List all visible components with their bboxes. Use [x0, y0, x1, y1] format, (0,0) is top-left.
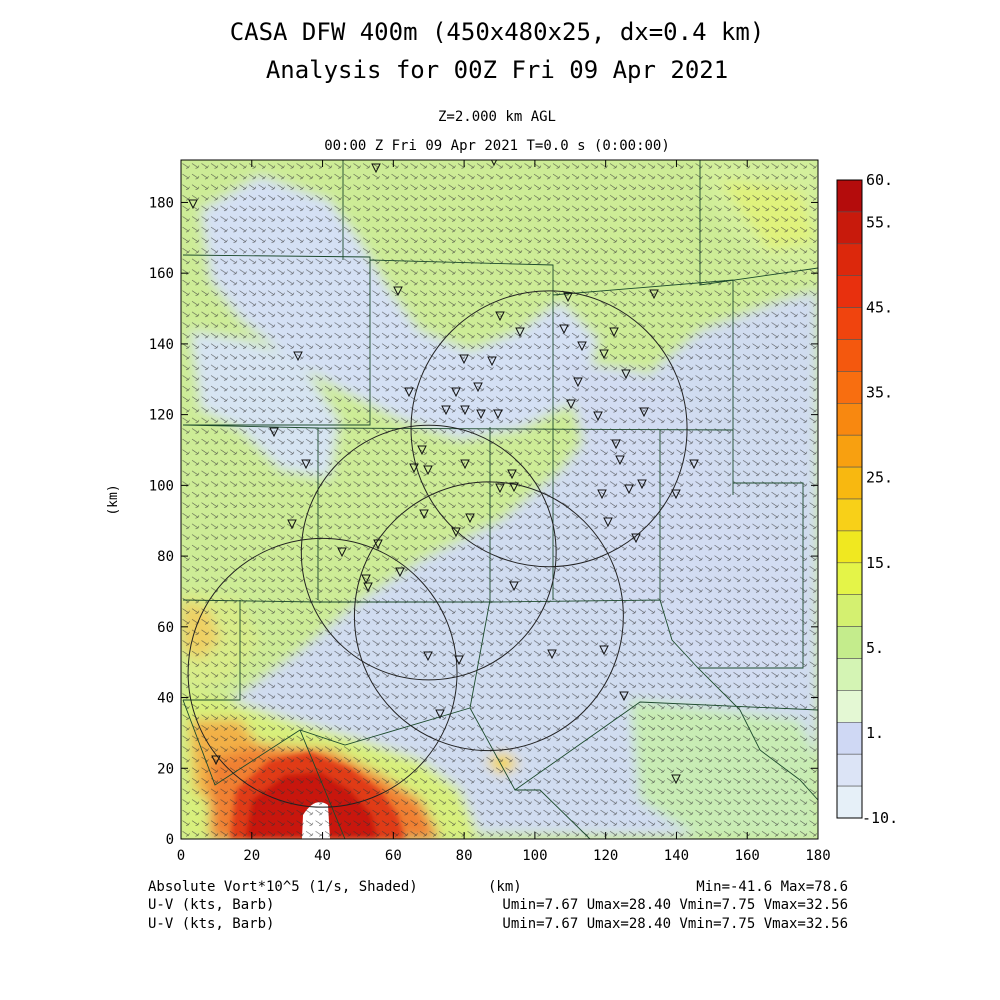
colorbar-label: 1. — [866, 724, 884, 742]
radar-sites — [188, 160, 699, 785]
colorbar-swatch — [836, 466, 863, 500]
x-axis: 0 20 40 60 80 100 120 140 160 180 — [177, 160, 831, 864]
colorbar-swatch — [836, 275, 863, 308]
footer-barb-label-2: U-V (kts, Barb) — [148, 916, 274, 932]
y-tick-label: 100 — [149, 478, 174, 494]
x-tick-label: 80 — [456, 848, 473, 864]
footer-x-unit: (km) — [488, 879, 522, 895]
y-axis-label: (km) — [106, 484, 121, 515]
colorbar-swatch — [836, 211, 863, 245]
y-tick-label: 0 — [166, 832, 174, 848]
y-tick-label: 120 — [149, 408, 174, 424]
vorticity-shading — [181, 160, 818, 839]
colorbar-label: 45. — [866, 299, 893, 317]
y-tick-label: 40 — [157, 691, 174, 707]
radar-rings — [187, 290, 688, 808]
colorbar-swatch — [836, 243, 863, 277]
colorbar-swatch — [836, 434, 863, 468]
radar-ring — [300, 424, 557, 681]
colorbar-swatch — [836, 371, 863, 404]
colorbar-label: 25. — [866, 469, 893, 487]
colorbar-frame — [836, 179, 863, 819]
x-tick-label: 60 — [385, 848, 402, 864]
y-tick-label: 20 — [157, 761, 174, 777]
footer-barb-stats-2: Umin=7.67 Umax=28.40 Vmin=7.75 Vmax=32.5… — [502, 916, 848, 932]
x-tick-label: 100 — [522, 848, 547, 864]
colorbar-swatch — [836, 626, 863, 659]
x-tick-label: 40 — [314, 848, 331, 864]
colorbar-label: 55. — [866, 214, 893, 232]
radar-ring — [410, 290, 688, 568]
colorbar-label: 15. — [866, 554, 893, 572]
y-tick-label: 140 — [149, 337, 174, 353]
colorbar-label: -10. — [862, 809, 898, 827]
colorbar-swatch — [836, 594, 863, 627]
colorbar-swatch — [836, 753, 863, 787]
colorbar-label: 60. — [866, 171, 893, 189]
radar-ring — [187, 537, 458, 808]
y-tick-label: 180 — [149, 195, 174, 211]
chart-title-line2: Analysis for 00Z Fri 09 Apr 2021 — [266, 56, 728, 84]
colorbar-label: 5. — [866, 639, 884, 657]
footer-minmax: Min=-41.6 Max=78.6 — [696, 879, 848, 895]
x-tick-label: 0 — [177, 848, 185, 864]
colorbar-swatch — [836, 179, 863, 213]
footer-barb-stats-1: Umin=7.67 Umax=28.40 Vmin=7.75 Vmax=32.5… — [502, 897, 848, 913]
colorbar-swatch — [836, 402, 863, 436]
valid-time-label: 00:00 Z Fri 09 Apr 2021 T=0.0 s (0:00:00… — [324, 138, 670, 154]
colorbar-swatch — [836, 498, 863, 532]
plot-frame — [180, 159, 819, 840]
wind-barbs — [181, 160, 818, 839]
colorbar-label: 35. — [866, 384, 893, 402]
y-axis: 0 20 40 60 80 100 120 140 160 180 — [149, 195, 818, 848]
colorbar-swatch — [836, 785, 863, 819]
colorbar-swatch — [836, 721, 863, 755]
y-tick-label: 80 — [157, 549, 174, 565]
x-tick-label: 140 — [664, 848, 689, 864]
colorbar-swatch — [836, 530, 863, 564]
colorbar: 60. 55. 45. 35. 25. 15. 5. 1. -10. — [836, 171, 898, 827]
county-boundaries — [182, 160, 818, 839]
colorbar-swatch — [836, 339, 863, 372]
level-label: Z=2.000 km AGL — [438, 109, 556, 125]
x-tick-label: 180 — [805, 848, 830, 864]
footer-barb-label-1: U-V (kts, Barb) — [148, 897, 274, 913]
colorbar-swatch — [836, 562, 863, 595]
radar-ring — [353, 481, 624, 752]
colorbar-swatch — [836, 690, 863, 723]
y-tick-label: 160 — [149, 266, 174, 282]
y-tick-label: 60 — [157, 620, 174, 636]
x-tick-label: 160 — [735, 848, 760, 864]
x-tick-label: 20 — [243, 848, 260, 864]
footer-field-label: Absolute Vort*10^5 (1/s, Shaded) — [148, 879, 418, 895]
colorbar-swatch — [836, 307, 863, 340]
x-tick-label: 120 — [593, 848, 618, 864]
chart-title-line1: CASA DFW 400m (450x480x25, dx=0.4 km) — [230, 18, 765, 46]
colorbar-swatch — [836, 658, 863, 691]
